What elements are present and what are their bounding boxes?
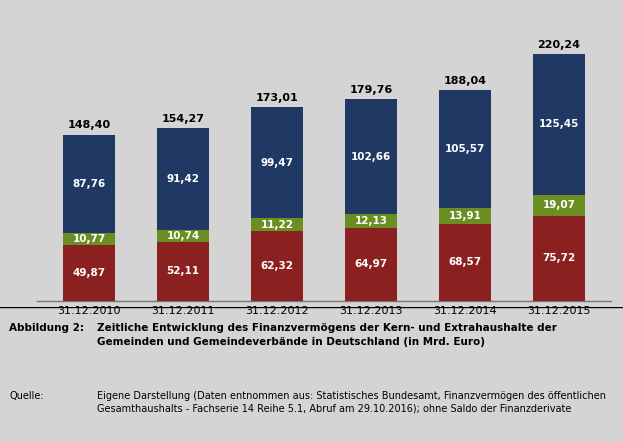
Bar bbox=[157, 230, 209, 242]
Text: 10,77: 10,77 bbox=[72, 234, 106, 244]
Text: 62,32: 62,32 bbox=[260, 261, 293, 271]
Text: 188,04: 188,04 bbox=[444, 76, 487, 86]
Bar bbox=[533, 216, 585, 301]
Text: 75,72: 75,72 bbox=[542, 253, 576, 263]
Bar bbox=[63, 134, 115, 233]
Text: 125,45: 125,45 bbox=[539, 119, 579, 130]
Text: 13,91: 13,91 bbox=[449, 211, 482, 221]
Text: 154,27: 154,27 bbox=[161, 114, 204, 123]
Bar bbox=[63, 233, 115, 245]
Bar bbox=[533, 54, 585, 194]
Text: 173,01: 173,01 bbox=[255, 92, 298, 103]
Text: 91,42: 91,42 bbox=[166, 174, 199, 184]
Bar bbox=[251, 218, 303, 231]
Text: 102,66: 102,66 bbox=[351, 152, 391, 162]
Bar bbox=[345, 228, 397, 301]
Text: Quelle:: Quelle: bbox=[9, 391, 44, 401]
Text: 12,13: 12,13 bbox=[354, 216, 388, 226]
Text: 49,87: 49,87 bbox=[72, 268, 106, 278]
Text: 19,07: 19,07 bbox=[543, 200, 576, 210]
Text: 52,11: 52,11 bbox=[166, 267, 199, 276]
Text: 99,47: 99,47 bbox=[260, 158, 293, 168]
Bar bbox=[251, 231, 303, 301]
Bar bbox=[345, 214, 397, 228]
Text: 87,76: 87,76 bbox=[72, 179, 106, 189]
Bar bbox=[251, 107, 303, 218]
Text: Zeitliche Entwicklung des Finanzvermögens der Kern- und Extrahaushalte der
Gemei: Zeitliche Entwicklung des Finanzvermögen… bbox=[97, 324, 556, 347]
Bar bbox=[63, 245, 115, 301]
Text: 11,22: 11,22 bbox=[260, 220, 293, 229]
Text: 68,57: 68,57 bbox=[449, 257, 482, 267]
Bar bbox=[157, 242, 209, 301]
Text: 148,40: 148,40 bbox=[67, 120, 111, 130]
Text: Eigene Darstellung (Daten entnommen aus: Statistisches Bundesamt, Finanzvermögen: Eigene Darstellung (Daten entnommen aus:… bbox=[97, 391, 606, 414]
Text: Abbildung 2:: Abbildung 2: bbox=[9, 324, 84, 333]
Text: 179,76: 179,76 bbox=[350, 85, 392, 95]
Bar bbox=[533, 194, 585, 216]
Text: 64,97: 64,97 bbox=[354, 259, 388, 269]
Text: 10,74: 10,74 bbox=[166, 231, 199, 241]
Text: 105,57: 105,57 bbox=[445, 144, 485, 154]
Bar bbox=[345, 99, 397, 214]
Bar bbox=[439, 208, 491, 224]
Bar bbox=[157, 128, 209, 230]
Text: 220,24: 220,24 bbox=[538, 40, 581, 50]
Bar bbox=[439, 90, 491, 208]
Bar bbox=[439, 224, 491, 301]
